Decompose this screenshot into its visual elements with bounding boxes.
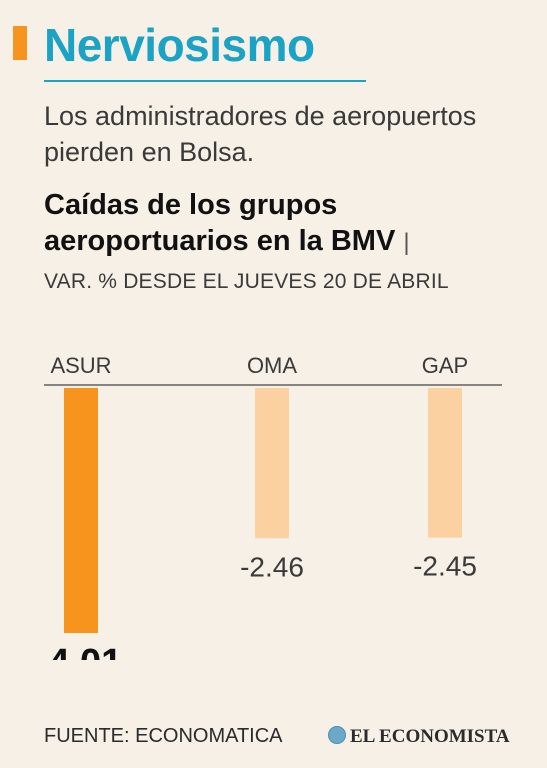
- chart-title: Caídas de los grupos aeroportuarios en l…: [44, 187, 524, 261]
- brand-logo: EL ECONOMISTA: [328, 726, 510, 748]
- category-label: GAP: [422, 353, 468, 378]
- bar-chart: ASUR -4.01 OMA -2.46 GAP -2.45: [36, 353, 502, 660]
- chart-title-separator: |: [403, 229, 410, 256]
- page-title: Nerviosismo: [44, 19, 315, 71]
- accent-bar: [13, 26, 27, 60]
- brand-name: EL ECONOMISTA: [350, 726, 510, 747]
- value-label: -2.46: [240, 551, 304, 582]
- category-label: ASUR: [50, 353, 111, 378]
- title-underline: [44, 80, 366, 82]
- bar-gap: [428, 388, 462, 538]
- globe-icon: [328, 726, 346, 744]
- bar-oma: [255, 388, 289, 539]
- source-note: FUENTE: ECONOMATICA: [44, 725, 283, 747]
- category-label: OMA: [247, 353, 297, 378]
- page-subtitle: Los administradores de aeropuertos pierd…: [44, 101, 477, 167]
- bar-asur: [64, 388, 98, 633]
- chart-subtitle: VAR. % DESDE EL JUEVES 20 DE ABRIL: [44, 270, 449, 293]
- value-label: -2.45: [413, 551, 477, 582]
- value-label: -4.01: [36, 642, 123, 660]
- chart-title-text: Caídas de los grupos aeroportuarios en l…: [44, 189, 396, 257]
